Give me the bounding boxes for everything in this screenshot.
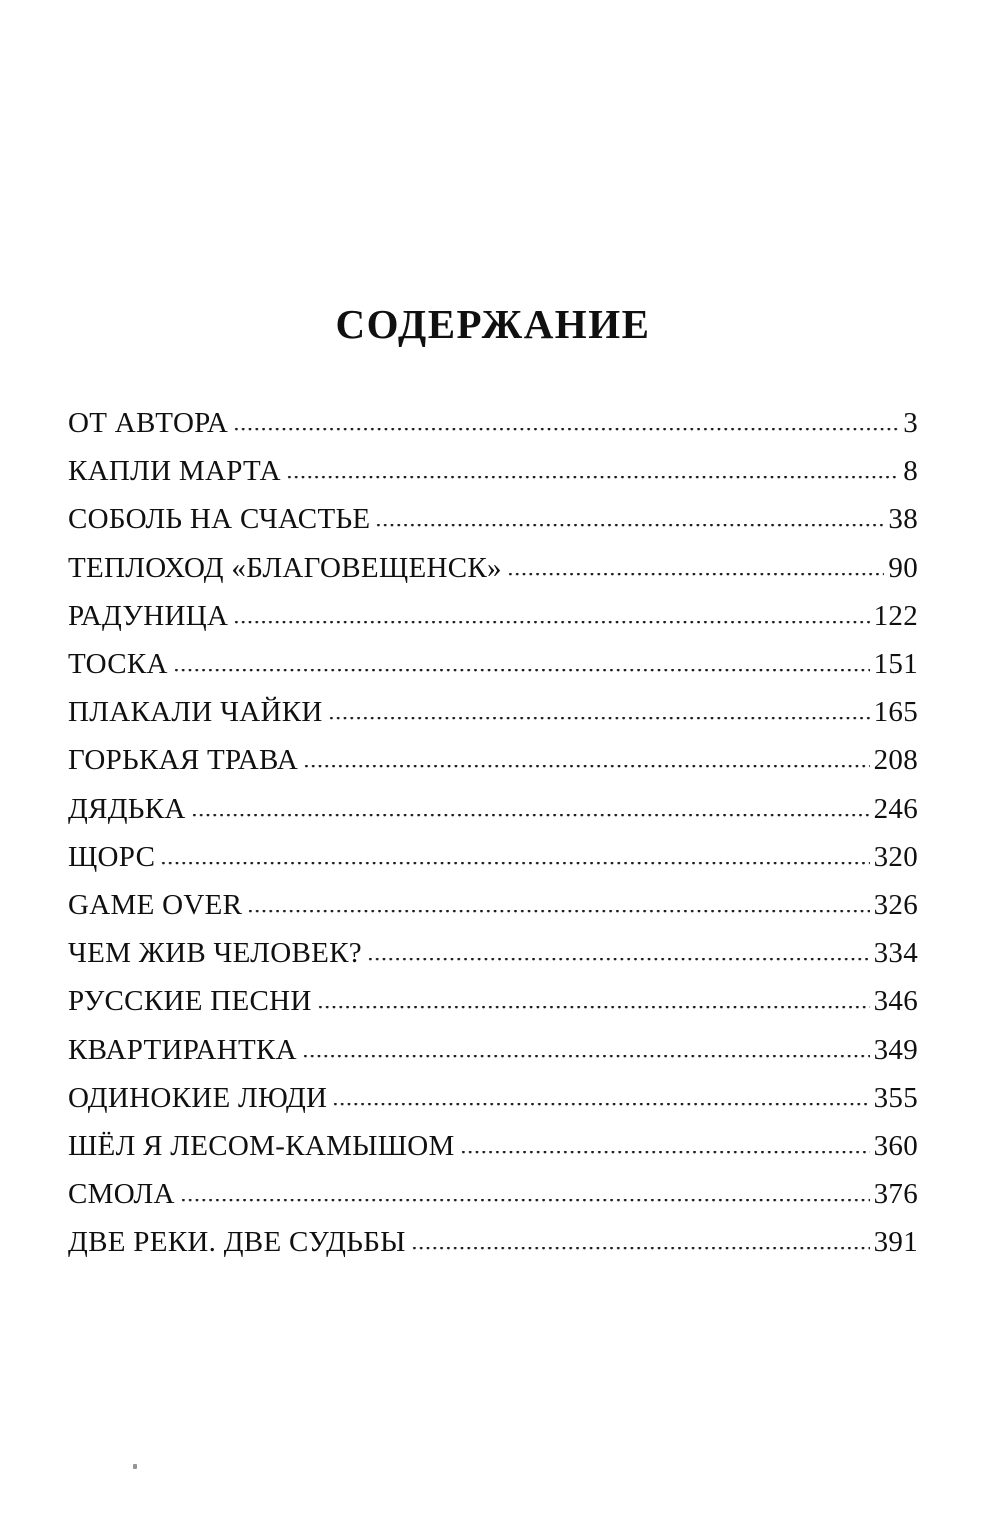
toc-entry-title: ОТ АВТОРА xyxy=(68,407,229,440)
toc-row: ШЁЛ Я ЛЕСОМ-КАМЫШОМ 360 xyxy=(68,1130,918,1178)
leader-dots xyxy=(316,1006,870,1011)
leader-dots xyxy=(301,1054,870,1059)
toc-entry-title: СОБОЛЬ НА СЧАСТЬЕ xyxy=(68,503,371,536)
toc-entry-title: ОДИНОКИЕ ЛЮДИ xyxy=(68,1081,328,1114)
toc-row: ГОРЬКАЯ ТРАВА 208 xyxy=(68,744,918,792)
leader-dots xyxy=(410,1247,870,1252)
toc-page-number: 90 xyxy=(888,551,918,584)
toc-entry-title: ДВЕ РЕКИ. ДВЕ СУДЬБЫ xyxy=(68,1226,406,1259)
toc-page-number: 391 xyxy=(873,1226,918,1259)
leader-dots xyxy=(285,476,900,481)
toc-entry-title: ШЁЛ Я ЛЕСОМ-КАМЫШОМ xyxy=(68,1129,455,1162)
toc-entry-title: ГОРЬКАЯ ТРАВА xyxy=(68,744,299,777)
toc-row: КВАРТИРАНТКА 349 xyxy=(68,1034,918,1082)
toc-row: ПЛАКАЛИ ЧАЙКИ 165 xyxy=(68,696,918,744)
toc-entry-title: РУССКИЕ ПЕСНИ xyxy=(68,985,312,1018)
leader-dots xyxy=(366,958,870,963)
toc-row: ЧЕМ ЖИВ ЧЕЛОВЕК? 334 xyxy=(68,937,918,985)
leader-dots xyxy=(247,909,870,914)
toc-page-number: 355 xyxy=(873,1081,918,1114)
toc-entry-title: ТЕПЛОХОД «БЛАГОВЕЩЕНСК» xyxy=(68,551,502,584)
toc-row: ЩОРС 320 xyxy=(68,841,918,889)
toc-page-number: 360 xyxy=(873,1129,918,1162)
toc-page-number: 349 xyxy=(873,1033,918,1066)
toc-row: РУССКИЕ ПЕСНИ 346 xyxy=(68,985,918,1033)
toc-page-number: 326 xyxy=(873,888,918,921)
toc-page-number: 151 xyxy=(873,648,918,681)
toc-page-number: 346 xyxy=(873,985,918,1018)
toc-page-number: 8 xyxy=(903,455,918,488)
toc-entry-title: ПЛАКАЛИ ЧАЙКИ xyxy=(68,696,323,729)
toc-list: ОТ АВТОРА 3 КАПЛИ МАРТА 8 СОБОЛЬ НА СЧАС… xyxy=(68,407,918,1274)
leader-dots xyxy=(233,428,900,433)
scan-speck xyxy=(133,1464,137,1469)
leader-dots xyxy=(332,1102,870,1107)
toc-page-number: 376 xyxy=(873,1178,918,1211)
toc-entry-title: ТОСКА xyxy=(68,648,168,681)
toc-entry-title: КАПЛИ МАРТА xyxy=(68,455,281,488)
leader-dots xyxy=(375,524,885,529)
toc-row: СОБОЛЬ НА СЧАСТЬЕ 38 xyxy=(68,503,918,551)
toc-page-number: 334 xyxy=(873,937,918,970)
toc-row: РАДУНИЦА 122 xyxy=(68,600,918,648)
toc-page-number: 246 xyxy=(873,792,918,825)
toc-entry-title: РАДУНИЦА xyxy=(68,599,229,632)
leader-dots xyxy=(172,669,870,674)
toc-row: ОТ АВТОРА 3 xyxy=(68,407,918,455)
toc-page-number: 3 xyxy=(903,407,918,440)
leader-dots xyxy=(190,813,870,818)
toc-page-number: 38 xyxy=(888,503,918,536)
page-title: СОДЕРЖАНИЕ xyxy=(335,301,651,347)
leader-dots xyxy=(160,861,870,866)
toc-page-number: 165 xyxy=(873,696,918,729)
toc-page-number: 122 xyxy=(873,599,918,632)
toc-row: ДВЕ РЕКИ. ДВЕ СУДЬБЫ 391 xyxy=(68,1226,918,1274)
toc-row: ТЕПЛОХОД «БЛАГОВЕЩЕНСК» 90 xyxy=(68,552,918,600)
toc-entry-title: ДЯДЬКА xyxy=(68,792,186,825)
leader-dots xyxy=(179,1199,870,1204)
toc-row: ДЯДЬКА 246 xyxy=(68,793,918,841)
toc-entry-title: GAME OVER xyxy=(68,888,243,921)
toc-entry-title: ЩОРС xyxy=(68,840,156,873)
toc-row: КАПЛИ МАРТА 8 xyxy=(68,455,918,503)
toc-entry-title: КВАРТИРАНТКА xyxy=(68,1033,297,1066)
toc-row: ОДИНОКИЕ ЛЮДИ 355 xyxy=(68,1082,918,1130)
toc-entry-title: ЧЕМ ЖИВ ЧЕЛОВЕК? xyxy=(68,937,362,970)
toc-entry-title: СМОЛА xyxy=(68,1178,175,1211)
toc-row: GAME OVER 326 xyxy=(68,889,918,937)
toc-row: СМОЛА 376 xyxy=(68,1178,918,1226)
leader-dots xyxy=(233,620,870,625)
leader-dots xyxy=(506,572,885,577)
toc-page-number: 208 xyxy=(873,744,918,777)
toc-page-number: 320 xyxy=(873,840,918,873)
leader-dots xyxy=(459,1150,870,1155)
leader-dots xyxy=(327,717,870,722)
leader-dots xyxy=(303,765,870,770)
toc-row: ТОСКА 151 xyxy=(68,648,918,696)
